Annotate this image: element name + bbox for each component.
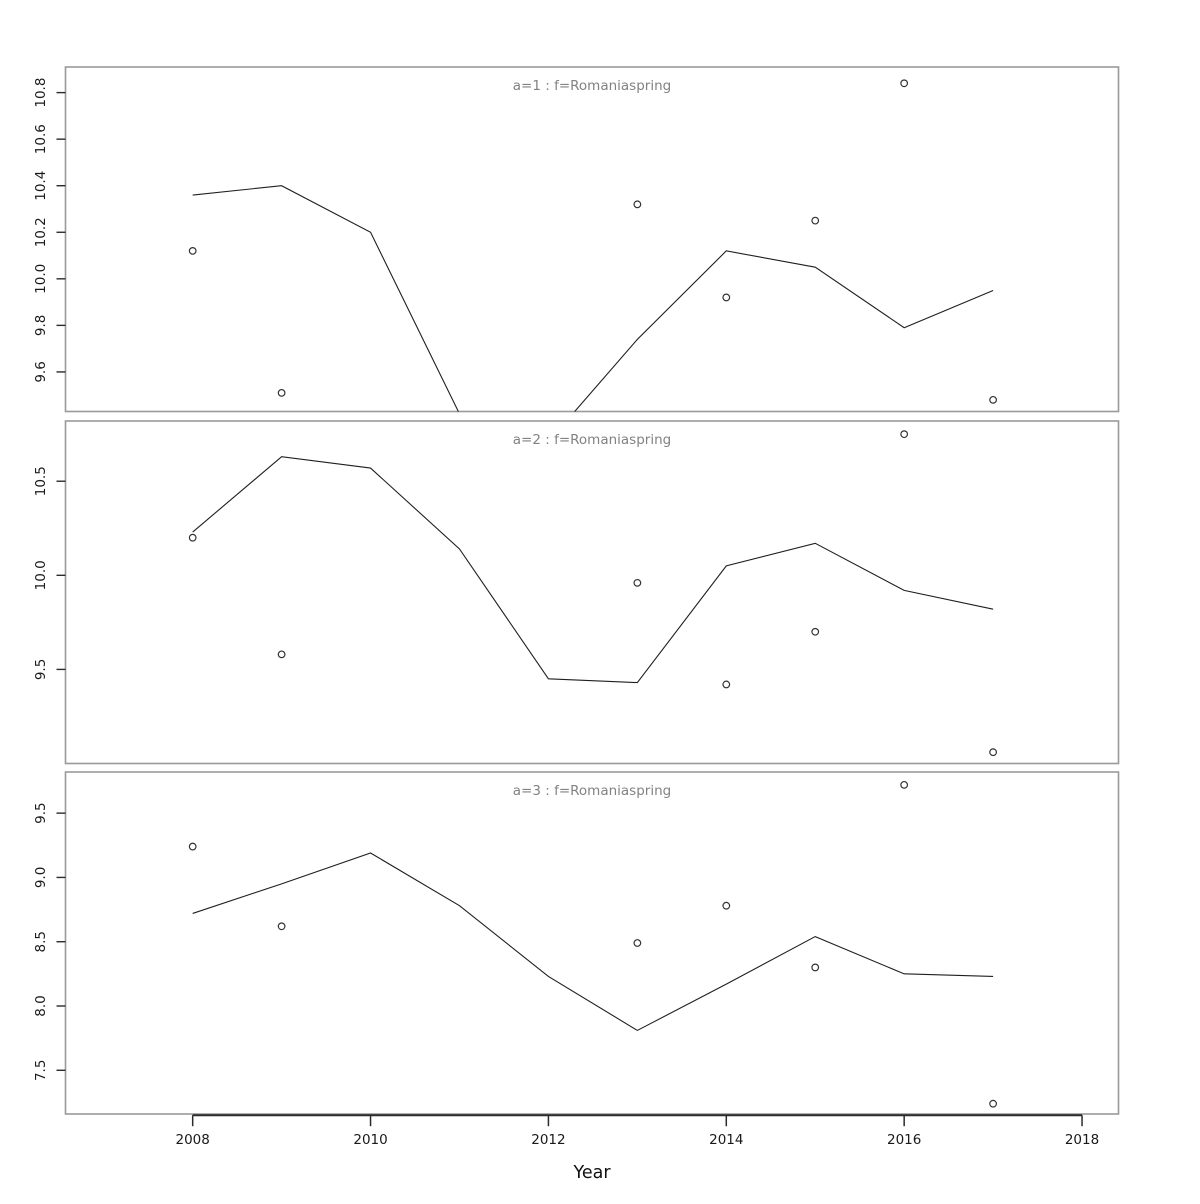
data-point: [722, 680, 731, 689]
y-tick-label: 9.6: [33, 361, 49, 382]
x-axis-layer: 2008 2010 2012 2014 2016 2018: [175, 1114, 1099, 1148]
x-tick-label: 2018: [1065, 1132, 1099, 1148]
data-line: [192, 852, 994, 1032]
y-tick-label: 9.5: [33, 802, 49, 823]
data-point: [900, 430, 909, 439]
data-point: [989, 395, 997, 404]
panel-border: [64, 420, 1120, 765]
data-line: [192, 185, 994, 412]
data-point: [277, 650, 286, 659]
y-tick-label: 7.5: [33, 1060, 49, 1081]
data-point: [722, 901, 731, 910]
panel-border: [64, 66, 1120, 413]
y-tick-label: 8.5: [33, 931, 49, 952]
data-point: [188, 246, 197, 255]
data-point: [188, 533, 197, 542]
panel-a=1: a=1 : f=Romaniaspring 9.6 9.8 10.0 10.2 10.4 1…: [33, 66, 1120, 413]
data-point: [633, 939, 642, 947]
data-line: [192, 456, 994, 684]
panel-a=3: a=3 : f=Romaniaspring 7.5 8.0 8.5 9.0 9.5: [33, 771, 1120, 1115]
data-point: [989, 748, 997, 757]
x-tick-label: 2008: [175, 1132, 209, 1148]
y-tick-label: 9.0: [33, 867, 49, 888]
x-axis-title: Year: [572, 1163, 611, 1183]
data-point: [989, 1099, 997, 1108]
y-tick-label: 8.0: [33, 995, 49, 1016]
data-point: [811, 963, 820, 972]
y-tick-label: 10.6: [33, 124, 49, 154]
y-tick-label: 10.8: [33, 78, 49, 108]
data-point: [277, 922, 286, 931]
y-tick-label: 10.0: [33, 560, 49, 590]
data-point: [811, 216, 820, 225]
data-point: [633, 578, 642, 587]
y-tick-label: 10.5: [33, 466, 49, 496]
data-point: [188, 842, 197, 851]
data-point: [722, 293, 731, 302]
panel-border: [64, 771, 1120, 1115]
data-point: [277, 388, 286, 397]
data-point: [633, 200, 642, 209]
y-tick-label: 9.5: [33, 659, 49, 680]
y-tick-label: 10.2: [33, 217, 49, 247]
data-point: [811, 627, 820, 636]
x-tick-label: 2010: [353, 1132, 387, 1148]
x-tick-label: 2016: [887, 1132, 921, 1148]
strip-title: a=2 : f=Romaniaspring: [513, 432, 671, 448]
y-tick-label: 10.4: [33, 171, 49, 201]
x-tick-label: 2014: [709, 1132, 743, 1148]
y-tick-label: 10.0: [33, 264, 49, 294]
data-point: [900, 79, 909, 88]
x-tick-label: 2012: [531, 1132, 565, 1148]
data-point: [900, 780, 909, 789]
panel-a=2: a=2 : f=Romaniaspring 9.5 10.0 10.5: [33, 420, 1120, 765]
panels-layer: a=1 : f=Romaniaspring 9.6 9.8 10.0 10.2 10.4 1…: [33, 66, 1120, 1115]
strip-title: a=1 : f=Romaniaspring: [513, 78, 671, 94]
y-tick-label: 9.8: [33, 315, 49, 336]
strip-title: a=3 : f=Romaniaspring: [513, 783, 671, 799]
